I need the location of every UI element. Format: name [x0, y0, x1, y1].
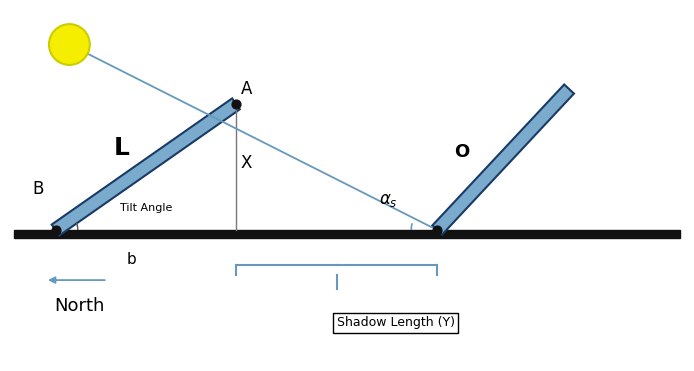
- Polygon shape: [432, 85, 574, 234]
- Text: Tilt Angle: Tilt Angle: [119, 203, 172, 213]
- Point: [50, 227, 61, 233]
- Ellipse shape: [49, 24, 90, 65]
- Text: O: O: [454, 143, 469, 161]
- Text: B: B: [33, 180, 44, 198]
- Bar: [14, 230, 680, 238]
- Point: [432, 227, 443, 233]
- Polygon shape: [51, 98, 240, 236]
- Text: $\alpha_s$: $\alpha_s$: [379, 191, 398, 209]
- Text: X: X: [241, 154, 252, 172]
- Text: L: L: [114, 137, 129, 160]
- Text: b: b: [127, 252, 137, 267]
- Text: A: A: [241, 80, 252, 98]
- Text: North: North: [55, 297, 105, 315]
- Point: [230, 101, 242, 107]
- Text: Shadow Length (Y): Shadow Length (Y): [337, 316, 455, 329]
